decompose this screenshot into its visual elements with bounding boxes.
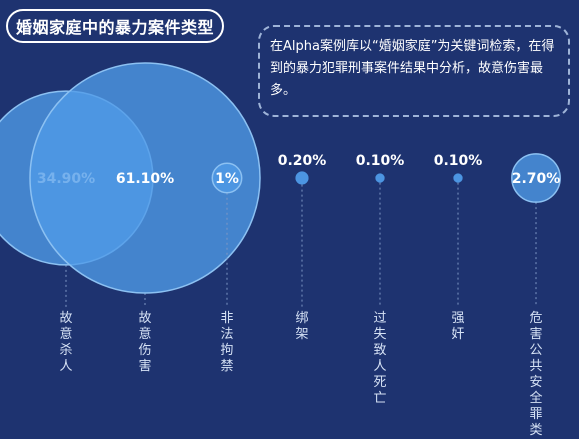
category-label: 故意杀人: [59, 311, 73, 374]
value-label: 1%: [215, 171, 239, 187]
bubble-3: [211, 162, 243, 194]
value-label: 0.20%: [278, 153, 327, 169]
bubble-4: [295, 171, 309, 185]
category-label: 过失致人死亡: [373, 311, 387, 406]
value-label: 0.10%: [356, 153, 405, 169]
chart-title: 婚姻家庭中的暴力案件类型: [6, 9, 224, 43]
category-label: 危害公共安全罪类: [529, 311, 543, 438]
value-label: 61.10%: [116, 171, 174, 187]
bubble-2: [29, 62, 261, 294]
category-label: 绑架: [295, 311, 309, 342]
category-label: 非法拘禁: [220, 311, 234, 374]
category-label: 强奸: [451, 311, 465, 342]
bubble-6: [453, 173, 463, 183]
bubble-5: [375, 173, 385, 183]
value-label: 2.70%: [512, 171, 561, 187]
bubble-7: [511, 153, 561, 203]
category-label: 故意伤害: [138, 311, 152, 374]
note-box: 在Alpha案例库以“婚姻家庭”为关键词检索，在得到的暴力犯罪刑事案件结果中分析…: [258, 25, 570, 117]
value-label: 0.10%: [434, 153, 483, 169]
